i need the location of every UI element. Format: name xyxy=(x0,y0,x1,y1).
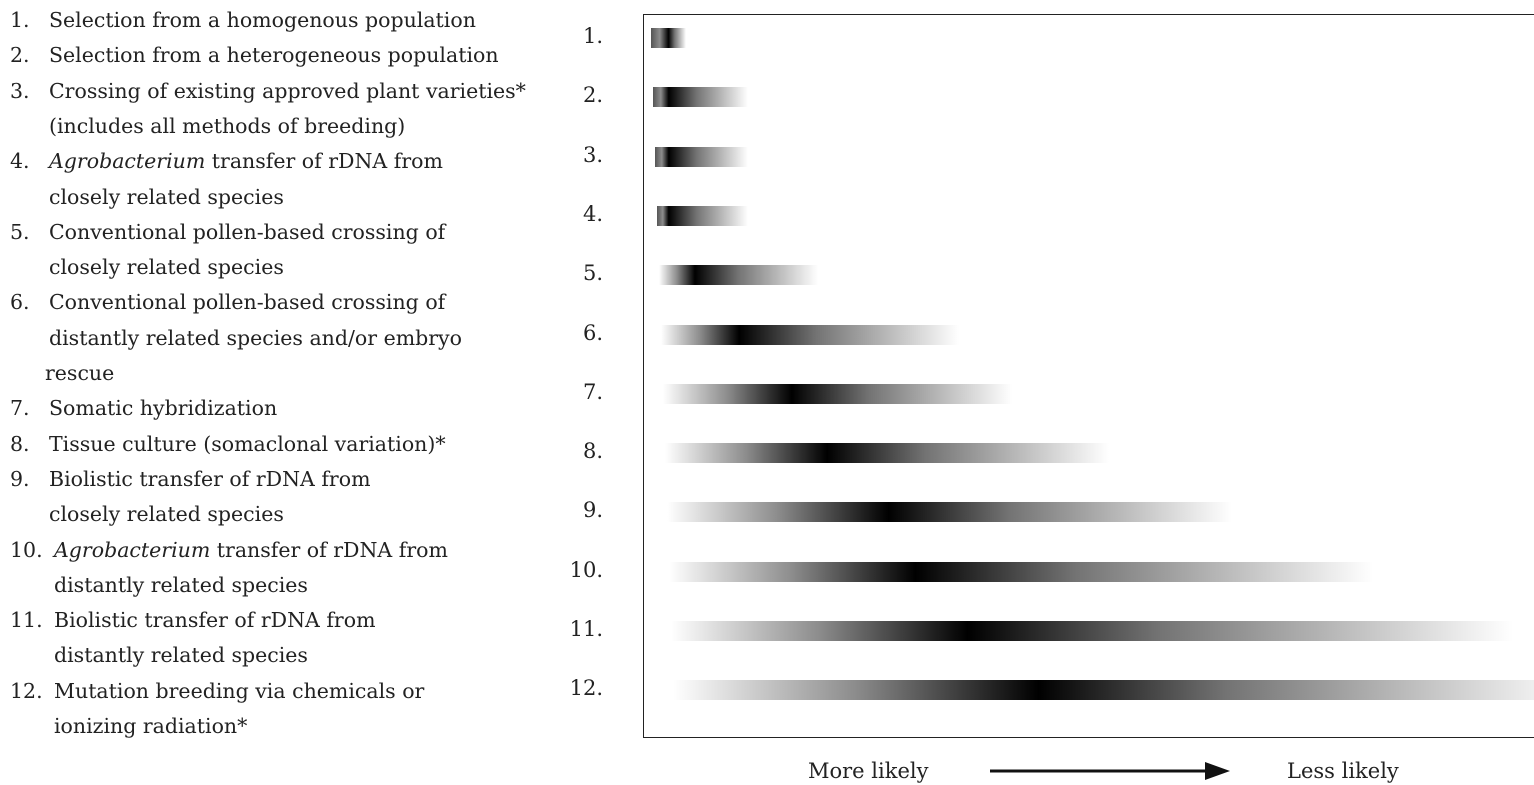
legend-item-text: Conventional pollen-based crossing of xyxy=(49,290,446,315)
likelihood-band xyxy=(663,383,1012,404)
likelihood-band xyxy=(657,205,748,226)
legend-item-number: 4. xyxy=(10,149,30,174)
legend-item-text: Agrobacterium transfer of rDNA from xyxy=(54,538,448,562)
legend-item-text: Biolistic transfer of rDNA from xyxy=(54,608,376,633)
row-label: 6. xyxy=(582,320,603,345)
row-label: 9. xyxy=(582,498,603,523)
legend-item-text: Somatic hybridization xyxy=(49,396,278,421)
legend-item-text: closely related species xyxy=(49,502,284,527)
row-label: 8. xyxy=(582,439,603,464)
likelihood-chart-frame xyxy=(643,14,1534,738)
legend-item-number: 1. xyxy=(10,8,30,32)
legend-item-text: closely related species xyxy=(49,184,284,209)
likelihood-band xyxy=(669,561,1373,582)
legend-item-text: distantly related species xyxy=(54,572,308,597)
row-label: 2. xyxy=(582,83,603,108)
legend-item-rest: transfer of rDNA from xyxy=(210,537,448,562)
row-label: 10. xyxy=(569,557,603,582)
legend-item-text: Agrobacterium transfer of rDNA from xyxy=(49,149,443,173)
legend-item-number: 10. xyxy=(10,537,43,562)
likelihood-band xyxy=(665,443,1109,464)
legend-item-text: Selection from a homogenous population xyxy=(49,8,476,32)
legend-item-text: (includes all methods of breeding) xyxy=(49,113,406,138)
legend-item-text: distantly related species and/or embryo xyxy=(49,325,462,350)
axis-left-label: More likely xyxy=(808,759,929,783)
likelihood-band xyxy=(671,621,1514,641)
legend-item-number: 2. xyxy=(10,43,30,68)
legend-item-number: 3. xyxy=(10,78,30,103)
legend-item-text: ionizing radiation* xyxy=(54,714,248,738)
likelihood-band xyxy=(673,680,1534,701)
legend-item-number: 8. xyxy=(10,431,30,456)
legend-item-italic-term: Agrobacterium xyxy=(49,149,206,174)
row-label: 4. xyxy=(582,201,603,226)
row-label: 7. xyxy=(582,379,603,404)
row-label: 11. xyxy=(569,617,603,641)
legend-item-text: Mutation breeding via chemicals or xyxy=(54,678,425,703)
legend-item-number: 11. xyxy=(10,608,43,633)
legend-item-text: Crossing of existing approved plant vari… xyxy=(49,78,526,103)
likelihood-band xyxy=(661,324,959,345)
legend-item-italic-term: Agrobacterium xyxy=(54,537,211,562)
axis-right-label: Less likely xyxy=(1287,759,1399,783)
legend-item-text: Tissue culture (somaclonal variation)* xyxy=(49,431,446,456)
row-label: 5. xyxy=(582,261,603,286)
likelihood-band xyxy=(653,87,748,108)
legend-item-text: Biolistic transfer of rDNA from xyxy=(49,466,371,491)
legend-item-number: 7. xyxy=(10,396,30,421)
legend-item-text: distantly related species xyxy=(54,643,308,668)
legend-item-number: 9. xyxy=(10,466,30,491)
legend-item-text: rescue xyxy=(45,361,115,385)
row-label: 12. xyxy=(569,676,603,701)
likelihood-band xyxy=(655,146,748,167)
legend-item-text: Selection from a heterogeneous populatio… xyxy=(49,43,499,68)
likelihood-band xyxy=(651,28,687,48)
legend-item-number: 5. xyxy=(10,219,30,244)
row-label: 1. xyxy=(582,24,603,48)
axis-arrow-icon xyxy=(990,762,1230,780)
legend-item-rest: transfer of rDNA from xyxy=(205,149,443,174)
legend-item-text: Conventional pollen-based crossing of xyxy=(49,219,446,244)
legend-item-text: closely related species xyxy=(49,255,284,280)
legend-item-number: 12. xyxy=(10,678,43,703)
legend-item-number: 6. xyxy=(10,290,30,315)
likelihood-band xyxy=(659,265,819,286)
likelihood-band xyxy=(667,502,1232,523)
row-label: 3. xyxy=(582,142,603,167)
